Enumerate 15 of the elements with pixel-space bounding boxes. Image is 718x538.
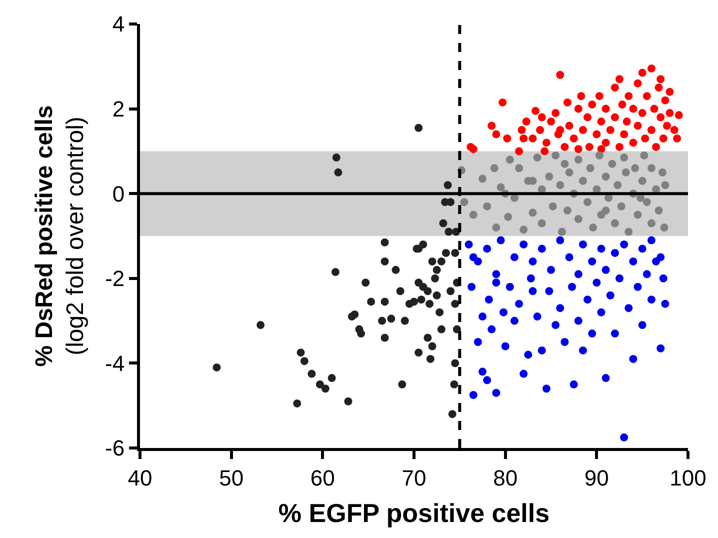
x-axis-title: % EGFP positive cells	[278, 498, 550, 528]
y-tick-label: -4	[105, 350, 125, 376]
x-tick-label: 80	[493, 465, 518, 490]
x-tick-label: 100	[670, 465, 706, 490]
x-tick-label: 50	[219, 465, 244, 490]
y-tick-label: 2	[112, 96, 125, 122]
y-axis-title: % DsRed positive cells (log2 fold over control)	[30, 105, 90, 367]
y-tick-label: 4	[112, 12, 125, 37]
y-tick-label: -6	[105, 436, 125, 461]
x-tick-label: 60	[310, 465, 335, 490]
x-tick-label: 40	[128, 465, 152, 490]
x-tick-label: 90	[584, 465, 609, 490]
x-tick-label: 70	[402, 465, 426, 490]
y-tick-label: 0	[112, 181, 125, 206]
y-tick-label: -2	[105, 266, 125, 292]
